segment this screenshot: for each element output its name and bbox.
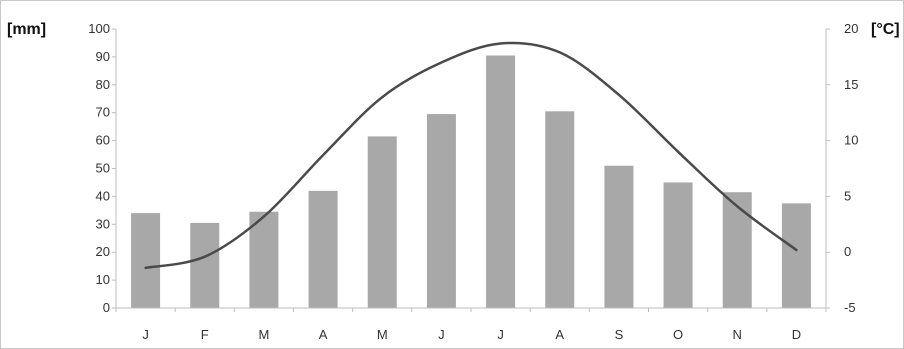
x-tick-label: A	[319, 327, 328, 342]
temperature-line	[144, 41, 798, 270]
tick-labels: 0 10 20 30 40 50 60 70 80 90 100 -5 0 5 10 15 20 J F M A M J J A…	[88, 21, 858, 342]
axes	[112, 28, 830, 312]
left-tick-label: 60	[96, 133, 110, 148]
left-tick-label: 0	[103, 300, 110, 315]
right-tick-label: 5	[844, 188, 851, 203]
precipitation-bar	[367, 136, 397, 308]
x-tick-label: D	[792, 327, 801, 342]
x-tick-label: J	[438, 327, 445, 342]
left-tick-label: 10	[96, 272, 110, 287]
right-tick-label: 15	[844, 77, 858, 92]
left-tick-label: 50	[96, 161, 110, 176]
x-tick-label: N	[733, 327, 742, 342]
precipitation-bar	[604, 165, 634, 308]
precipitation-bar	[486, 55, 516, 308]
left-axis-label: [mm]	[7, 21, 46, 38]
left-tick-label: 90	[96, 49, 110, 64]
right-axis-label: [°C]	[871, 21, 900, 38]
left-tick-label: 80	[96, 77, 110, 92]
x-tick-label: J	[142, 327, 149, 342]
precipitation-bar	[190, 222, 220, 308]
precipitation-bar	[722, 192, 752, 308]
precipitation-bar	[249, 211, 279, 308]
temperature-series	[144, 41, 798, 270]
x-tick-label: F	[201, 327, 209, 342]
precipitation-bar	[131, 213, 161, 308]
right-tick-label: 0	[844, 244, 851, 259]
precipitation-bar	[426, 114, 456, 308]
precipitation-bar	[781, 203, 811, 308]
left-tick-label: 70	[96, 105, 110, 120]
precipitation-bar	[663, 182, 693, 308]
right-tick-label: -5	[844, 300, 856, 315]
x-tick-label: J	[497, 327, 504, 342]
right-tick-label: 10	[844, 133, 858, 148]
x-tick-label: A	[555, 327, 564, 342]
right-tick-label: 20	[844, 21, 858, 36]
left-tick-label: 100	[88, 21, 110, 36]
left-tick-label: 20	[96, 244, 110, 259]
left-tick-label: 30	[96, 216, 110, 231]
x-tick-label: M	[377, 327, 388, 342]
x-tick-label: M	[258, 327, 269, 342]
x-tick-label: S	[615, 327, 624, 342]
precipitation-bar	[545, 111, 575, 309]
precipitation-bar	[308, 190, 338, 308]
left-tick-label: 40	[96, 188, 110, 203]
bar-series	[131, 55, 811, 309]
x-tick-label: O	[673, 327, 683, 342]
